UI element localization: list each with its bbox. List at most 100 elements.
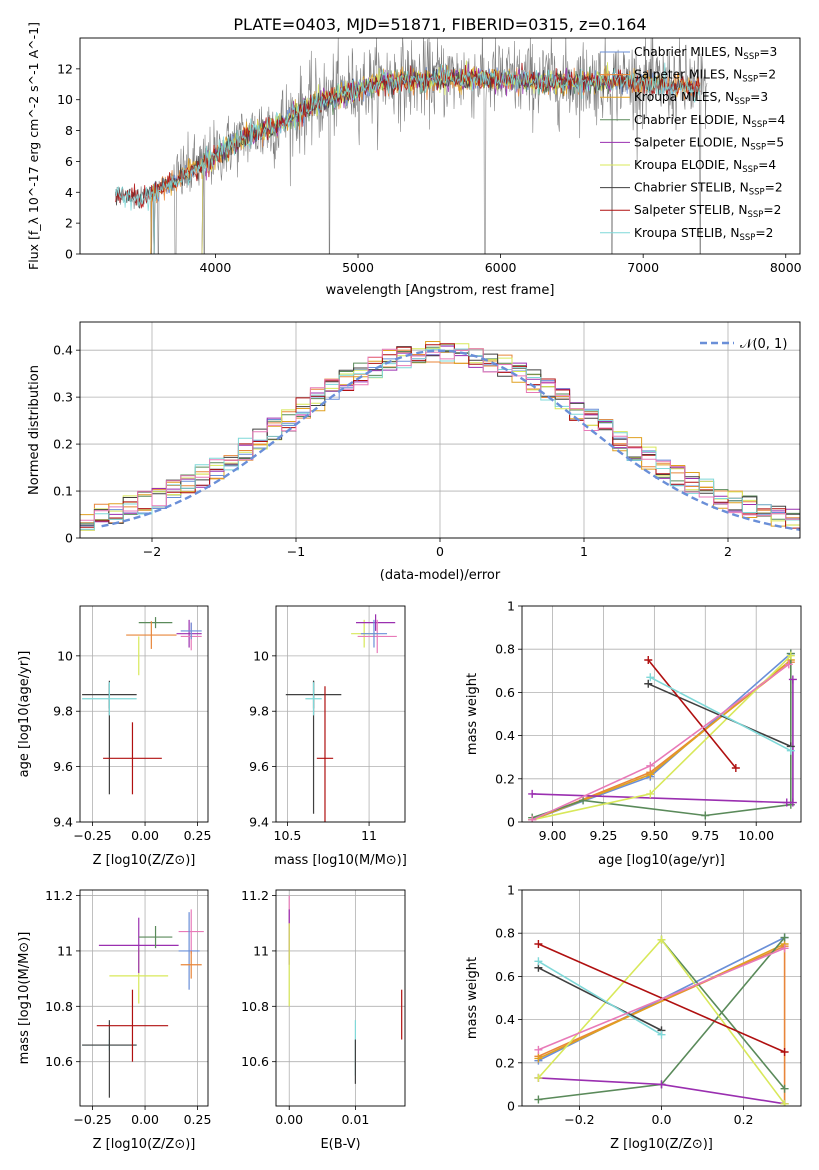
series-marker [731, 764, 740, 772]
gaussian-curve [101, 349, 800, 531]
y-tick-label: 0.1 [53, 484, 73, 499]
y-tick-label: 1 [507, 599, 515, 614]
x-tick-label: 0.00 [275, 1112, 303, 1127]
y-axis-label: Flux [f_λ 10^-17 erg cm^-2 s^-1 A^-1] [26, 22, 41, 270]
y-axis-label: age [log10(age/yr)] [17, 651, 32, 778]
y-tick-label: 0.2 [495, 771, 515, 786]
series-marker [646, 761, 655, 770]
y-tick-label: 0.6 [495, 685, 515, 700]
y-tick-label: 9.6 [249, 759, 269, 774]
x-tick-label: 0.00 [131, 1112, 159, 1127]
x-axis-label: Z [log10(Z/Z⊙)] [93, 1137, 196, 1152]
plot-area [534, 933, 789, 1106]
y-tick-label: 10.8 [45, 999, 73, 1014]
series-marker [786, 746, 795, 755]
y-tick-label: 10 [253, 648, 269, 663]
series-marker [780, 944, 789, 953]
x-tick-label: 0.01 [341, 1112, 369, 1127]
series-marker [788, 798, 797, 807]
axes-frame [275, 889, 406, 1107]
axes-frame [79, 321, 801, 539]
x-tick-label: −1 [287, 544, 305, 559]
series-line-pink [538, 947, 785, 1051]
y-tick-label: 0 [507, 815, 515, 830]
y-tick-label: 0.2 [53, 437, 73, 452]
x-axis-label: (data-model)/error [380, 568, 501, 583]
plot-area [288, 895, 403, 1084]
series-marker [780, 1048, 789, 1056]
y-tick-label: 9.8 [53, 704, 73, 719]
y-tick-label: 10 [57, 648, 73, 663]
y-tick-label: 10.8 [241, 999, 269, 1014]
y-tick-label: 0.4 [495, 728, 515, 743]
y-axis-label: Normed distribution [27, 365, 42, 495]
x-tick-label: 5000 [342, 260, 374, 275]
x-tick-label: 0.25 [184, 828, 212, 843]
y-tick-label: 12 [57, 61, 73, 76]
y-tick-label: 11.2 [241, 888, 269, 903]
series-marker [646, 673, 655, 682]
series-marker [579, 796, 588, 805]
y-tick-label: 9.8 [249, 704, 269, 719]
x-tick-label: −0.2 [564, 1112, 594, 1127]
y-tick-label: 0.4 [495, 1012, 515, 1027]
legend-label: Chabrier ELODIE, NSSP=4 [634, 113, 786, 130]
series-marker [534, 1095, 543, 1104]
spectrum-data-line [115, 38, 708, 254]
y-axis-label: mass weight [465, 673, 480, 755]
legend-label: 𝒩(0, 1) [740, 337, 787, 352]
x-tick-label: 9.75 [691, 828, 719, 843]
y-tick-label: 2 [65, 216, 73, 231]
series-line-salpeter_stelib [647, 659, 737, 769]
plot-area [82, 617, 202, 795]
series-marker [657, 1030, 666, 1039]
x-tick-label: 0 [436, 544, 444, 559]
mass-weight-vs-z-panel: −0.2 0.0 0.2 0 0.2 0.4 0.6 0.8 1 Z [log10(Z/Z⊙)] m… [465, 883, 802, 1152]
series-marker [534, 1045, 543, 1054]
x-axis-label: wavelength [Angstrom, rest frame] [326, 283, 555, 298]
plot-area [285, 614, 397, 822]
spectrum-model-kroupa_stelib [115, 62, 701, 254]
y-tick-label: 6 [65, 154, 73, 169]
plot-area [528, 649, 797, 822]
series-marker [528, 815, 537, 822]
legend-label: Salpeter ELODIE, NSSP=5 [634, 135, 784, 152]
series-marker [534, 1054, 543, 1063]
series-line-kroupa_stelib [537, 960, 662, 1036]
x-tick-label: 4000 [200, 260, 232, 275]
legend-label: Kroupa ELODIE, NSSP=4 [634, 158, 776, 175]
series-marker [528, 789, 537, 798]
series-marker [534, 957, 543, 966]
x-tick-label: 8000 [770, 260, 802, 275]
y-tick-label: 0 [65, 247, 73, 262]
y-tick-label: 0 [65, 531, 73, 546]
y-tick-label: 1 [507, 883, 515, 898]
y-tick-label: 9.6 [53, 759, 73, 774]
figure-title: PLATE=0403, MJD=51871, FIBERID=0315, z=0… [233, 15, 646, 34]
axes-frame [79, 889, 209, 1107]
legend-label: Kroupa MILES, NSSP=3 [634, 90, 768, 107]
y-tick-label: 0.3 [53, 390, 73, 405]
plot-area [82, 909, 204, 1098]
x-tick-label: 0.0 [652, 1112, 672, 1127]
axes-frame [521, 889, 802, 1107]
x-tick-label: 1 [580, 544, 588, 559]
x-tick-label: −2 [143, 544, 161, 559]
y-tick-label: 9.4 [249, 815, 269, 830]
y-tick-label: 10 [57, 92, 73, 107]
x-tick-label: 7000 [627, 260, 659, 275]
x-tick-label: 0.00 [131, 828, 159, 843]
legend-label: Kroupa STELIB, NSSP=2 [634, 226, 773, 243]
series-marker [657, 935, 666, 944]
x-tick-label: 10.5 [274, 828, 302, 843]
x-tick-label: 9.00 [539, 828, 567, 843]
series-marker [784, 660, 793, 669]
y-tick-label: 0.8 [495, 926, 515, 941]
y-tick-label: 11 [57, 943, 73, 958]
x-axis-label: Z [log10(Z/Z⊙)] [610, 1137, 713, 1152]
x-tick-label: 0.2 [734, 1112, 754, 1127]
residual-histogram-pink [80, 348, 800, 538]
age-vs-mass-panel: 10.5 11 9.4 9.6 9.8 10 mass [log10(M/M⊙)] [249, 605, 407, 868]
series-line-salpeter_elodie [532, 679, 794, 804]
y-tick-label: 0.2 [495, 1055, 515, 1070]
